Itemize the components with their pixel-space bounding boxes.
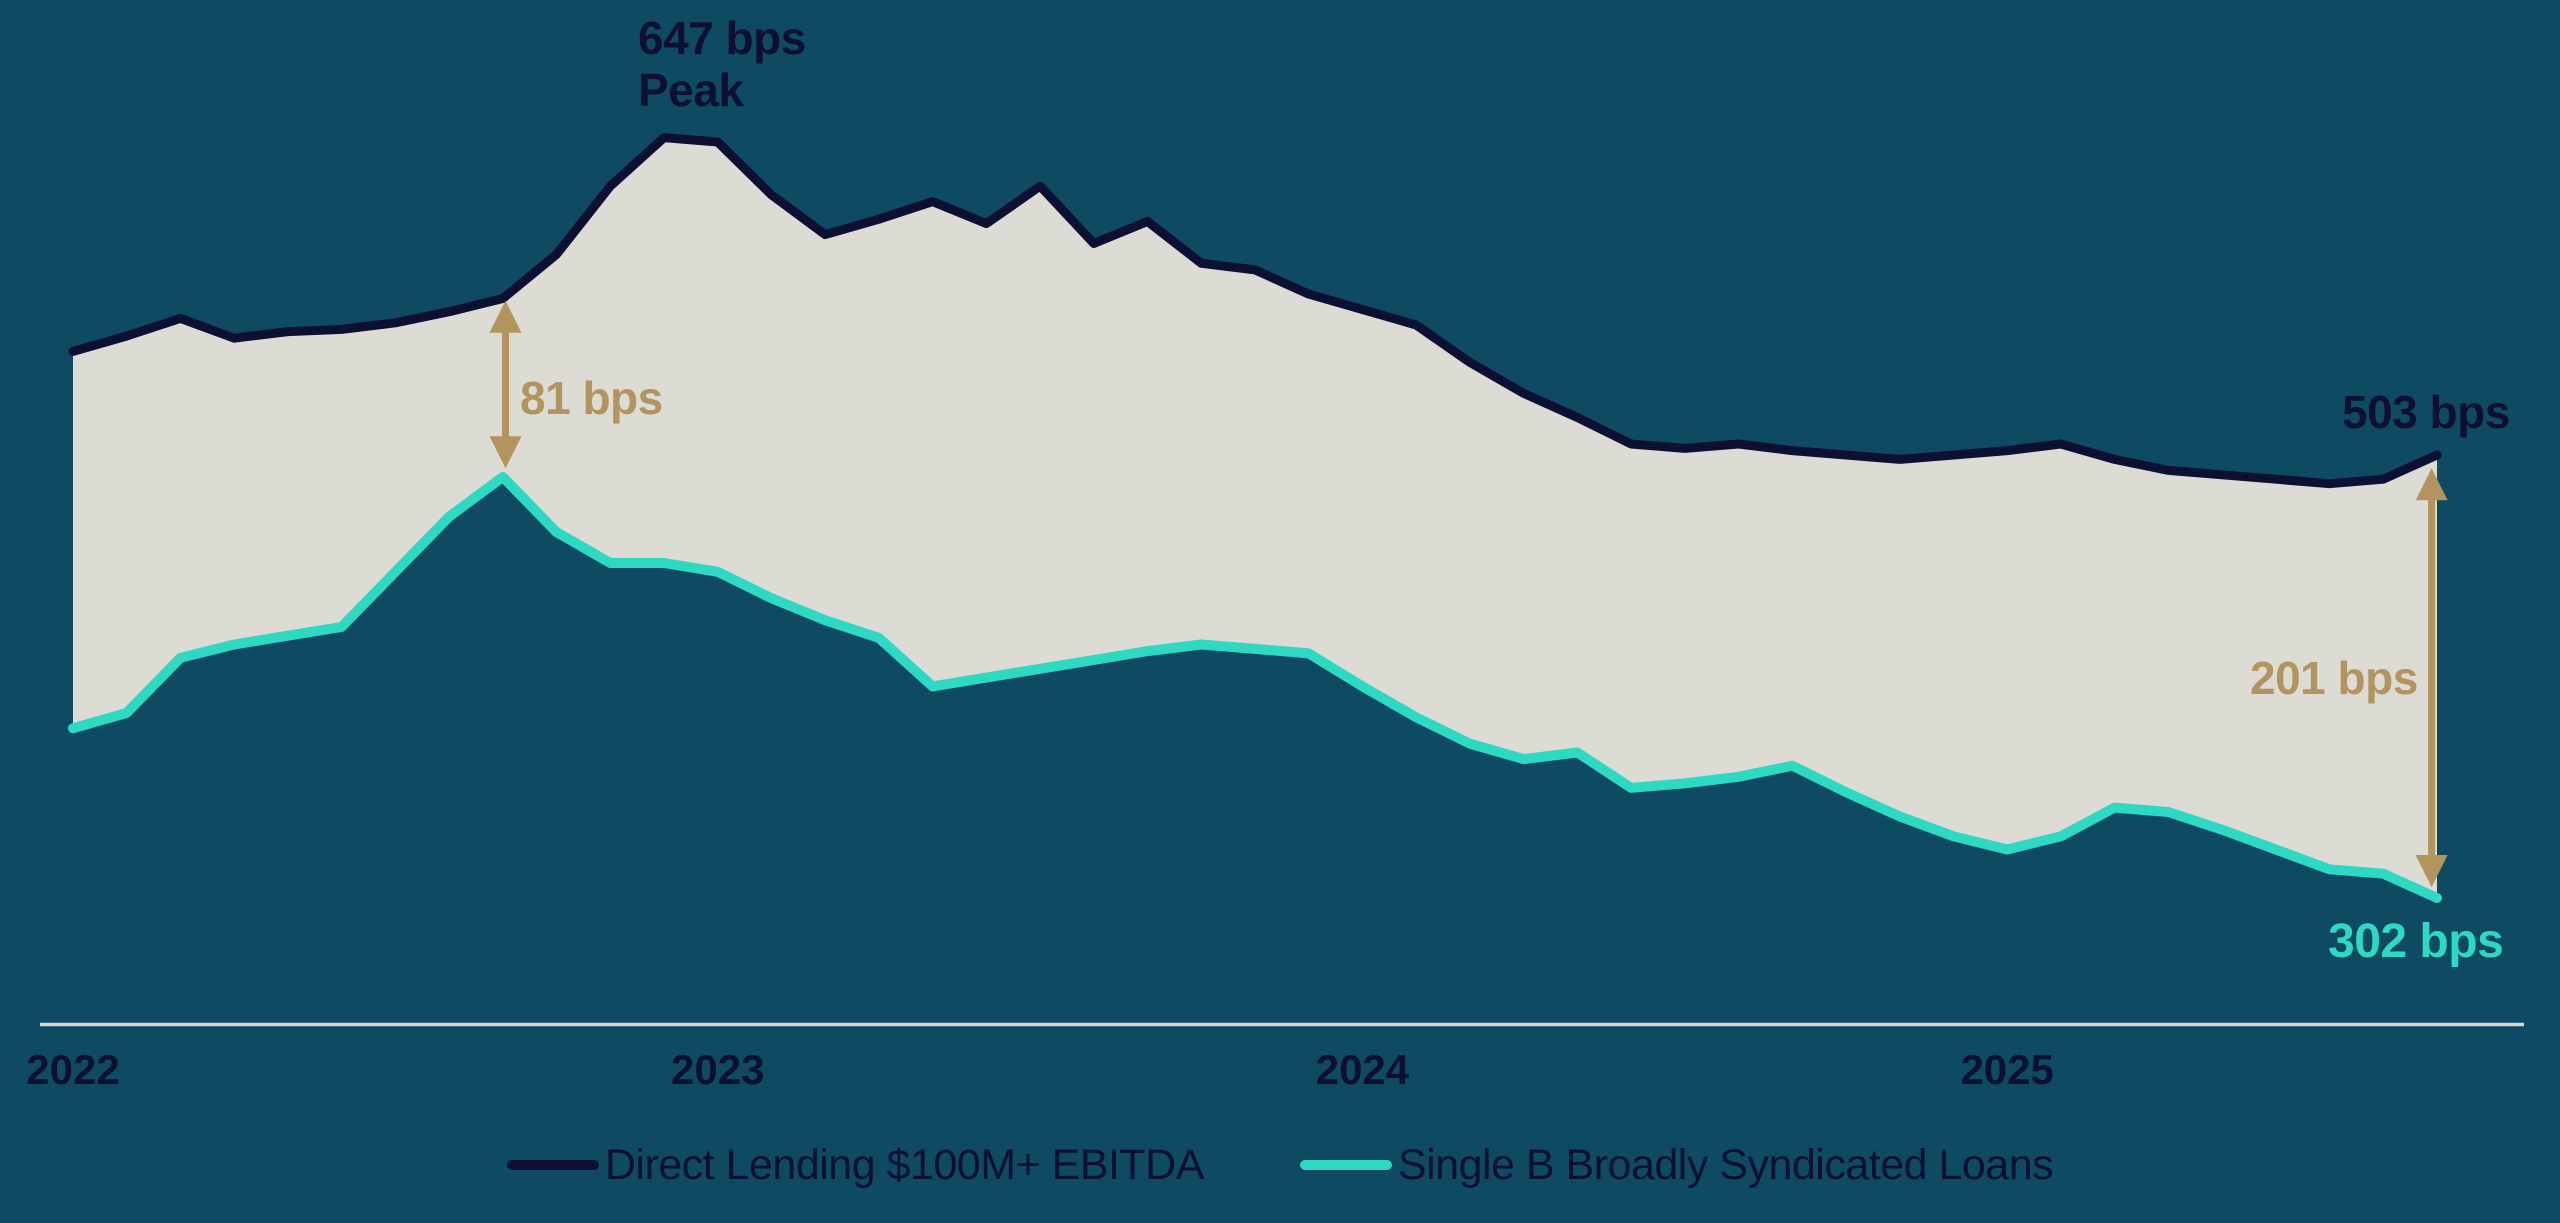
gap-81bps-label: 81 bps [520,372,663,424]
syndicated-loans-line [68,472,2442,903]
end-value-direct-lending-label: 503 bps [2342,386,2510,438]
peak-annotation: 647 bps Peak [638,12,806,116]
gap-arrow-head-down-1 [489,436,522,469]
direct-lending-line [68,133,2442,489]
legend-label: Direct Lending $100M+ EBITDA [604,1141,1205,1189]
legend-item-syndicated-loans: Single B Broadly Syndicated Loans [1299,1141,2054,1189]
gap-arrow-head-up-1 [489,300,522,333]
gap-arrow-head-down-2 [2415,854,2448,887]
legend-swatch-icon [506,1160,599,1170]
legend-swatch-icon [1299,1160,1392,1170]
legend-item-direct-lending: Direct Lending $100M+ EBITDA [506,1141,1205,1189]
gap-arrow-head-up-2 [2415,468,2448,501]
fill-between-area [73,137,2437,899]
peak-word-label: Peak [638,64,744,116]
peak-value-label: 647 bps [638,12,806,64]
gap-201bps-label: 201 bps [2250,652,2418,704]
chart-legend: Direct Lending $100M+ EBITDA Single B Bro… [0,1142,2560,1188]
legend-label: Single B Broadly Syndicated Loans [1397,1141,2054,1189]
end-value-syndicated-loans-label: 302 bps [2328,915,2504,968]
